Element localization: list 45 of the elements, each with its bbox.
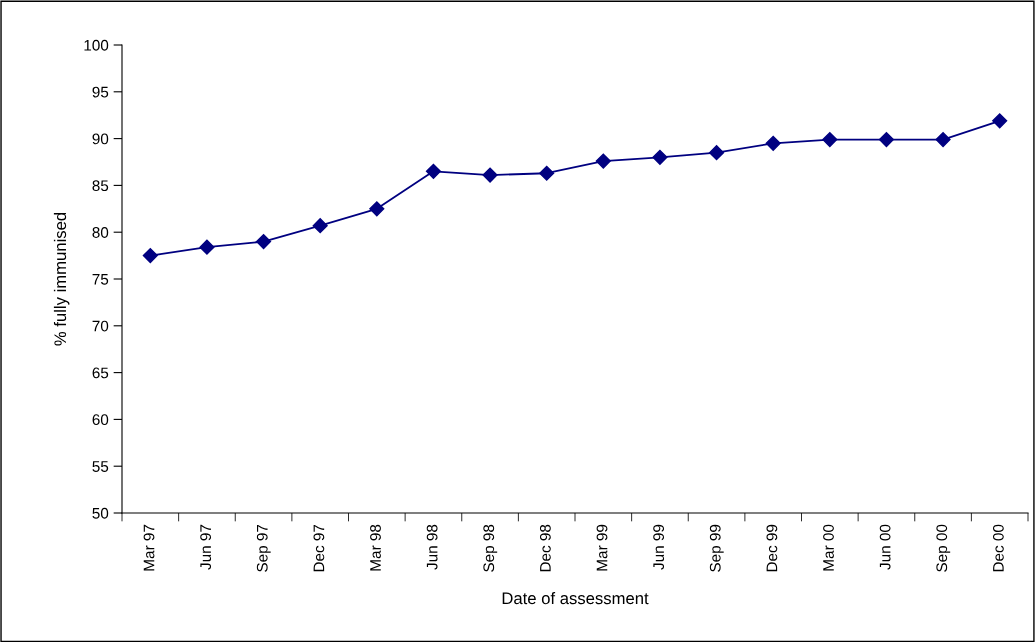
x-tick-label: Dec 98 <box>539 524 551 572</box>
y-tick-label: 60 <box>92 414 109 426</box>
y-tick-label: 65 <box>92 367 109 379</box>
y-axis-title: % fully immunised <box>53 212 70 346</box>
y-tick-label: 55 <box>92 461 109 472</box>
x-tick-label: Sep 00 <box>936 524 951 572</box>
x-tick-label: Jun 98 <box>426 524 438 570</box>
y-tick-label: 85 <box>92 180 109 192</box>
x-tick-label: Jun 00 <box>879 524 891 570</box>
point <box>878 131 895 148</box>
x-tick-label: Dec 00 <box>992 524 1004 572</box>
point <box>822 131 838 148</box>
point <box>539 165 555 181</box>
point <box>652 149 668 165</box>
y-tick-label: 50 <box>92 507 109 519</box>
y-tick-label: 80 <box>92 227 109 238</box>
point <box>708 145 725 161</box>
point <box>369 201 385 217</box>
point <box>199 239 215 255</box>
point <box>425 163 442 179</box>
y-tick-label: 90 <box>92 133 109 145</box>
point <box>255 233 272 250</box>
y-tick-label: 75 <box>92 274 109 285</box>
point <box>595 153 611 169</box>
point <box>935 131 951 148</box>
y-tick-label: 100 <box>84 39 109 51</box>
x-axis-title: Date of assessment <box>502 591 649 605</box>
point <box>142 248 158 264</box>
x-tick-label: Mar 99 <box>596 524 608 571</box>
x-tick-label: Sep 99 <box>709 524 724 572</box>
point <box>992 113 1008 129</box>
x-tick-label: Jun 99 <box>653 524 665 570</box>
x-tick-label: Mar 97 <box>143 524 155 571</box>
point <box>312 218 328 234</box>
y-tick-label: 70 <box>92 320 109 332</box>
x-tick-label: Mar 98 <box>370 524 381 571</box>
y-tick-label: 95 <box>92 86 109 98</box>
point <box>765 135 781 151</box>
x-tick-label: Jun 97 <box>200 524 212 570</box>
point <box>482 167 498 183</box>
x-tick-label: Sep 98 <box>483 524 498 572</box>
x-tick-label: Mar 00 <box>823 524 834 571</box>
x-tick-label: Dec 99 <box>766 524 778 572</box>
x-tick-label: Sep 97 <box>256 524 271 572</box>
x-tick-label: Dec 97 <box>313 524 325 572</box>
